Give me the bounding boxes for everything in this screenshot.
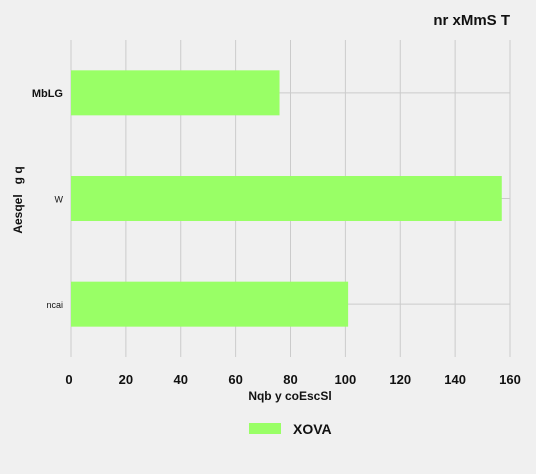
legend-swatch-xova <box>249 423 281 434</box>
y-axis-label: Aesqel g q <box>11 166 25 233</box>
x-tick-labels: 0 20 40 60 80 100 120 140 160 <box>65 372 520 387</box>
x-axis-label: Nqb y coEscSl <box>248 389 331 403</box>
legend-label-xova: XOVA <box>293 421 332 437</box>
x-tick-label-0: 0 <box>65 372 72 387</box>
x-tick-label-7: 140 <box>444 372 466 387</box>
bar-MbLG <box>71 70 280 115</box>
x-tick-label-8: 160 <box>499 372 521 387</box>
legend: XOVA <box>249 421 332 437</box>
x-tick-label-6: 120 <box>389 372 411 387</box>
chart-title: nr xMmS T <box>433 12 510 29</box>
x-tick-label-3: 60 <box>228 372 242 387</box>
x-tick-label-1: 20 <box>119 372 133 387</box>
x-tick-label-4: 80 <box>283 372 297 387</box>
x-tick-label-2: 40 <box>174 372 188 387</box>
bar-W <box>71 176 502 221</box>
y-tick-label-0: MbLG <box>32 88 63 100</box>
x-tick-label-5: 100 <box>335 372 357 387</box>
y-tick-label-2: ncai <box>46 300 63 310</box>
y-tick-label-1: W <box>55 195 64 205</box>
bar-ncai <box>71 282 348 327</box>
bars <box>71 70 502 326</box>
